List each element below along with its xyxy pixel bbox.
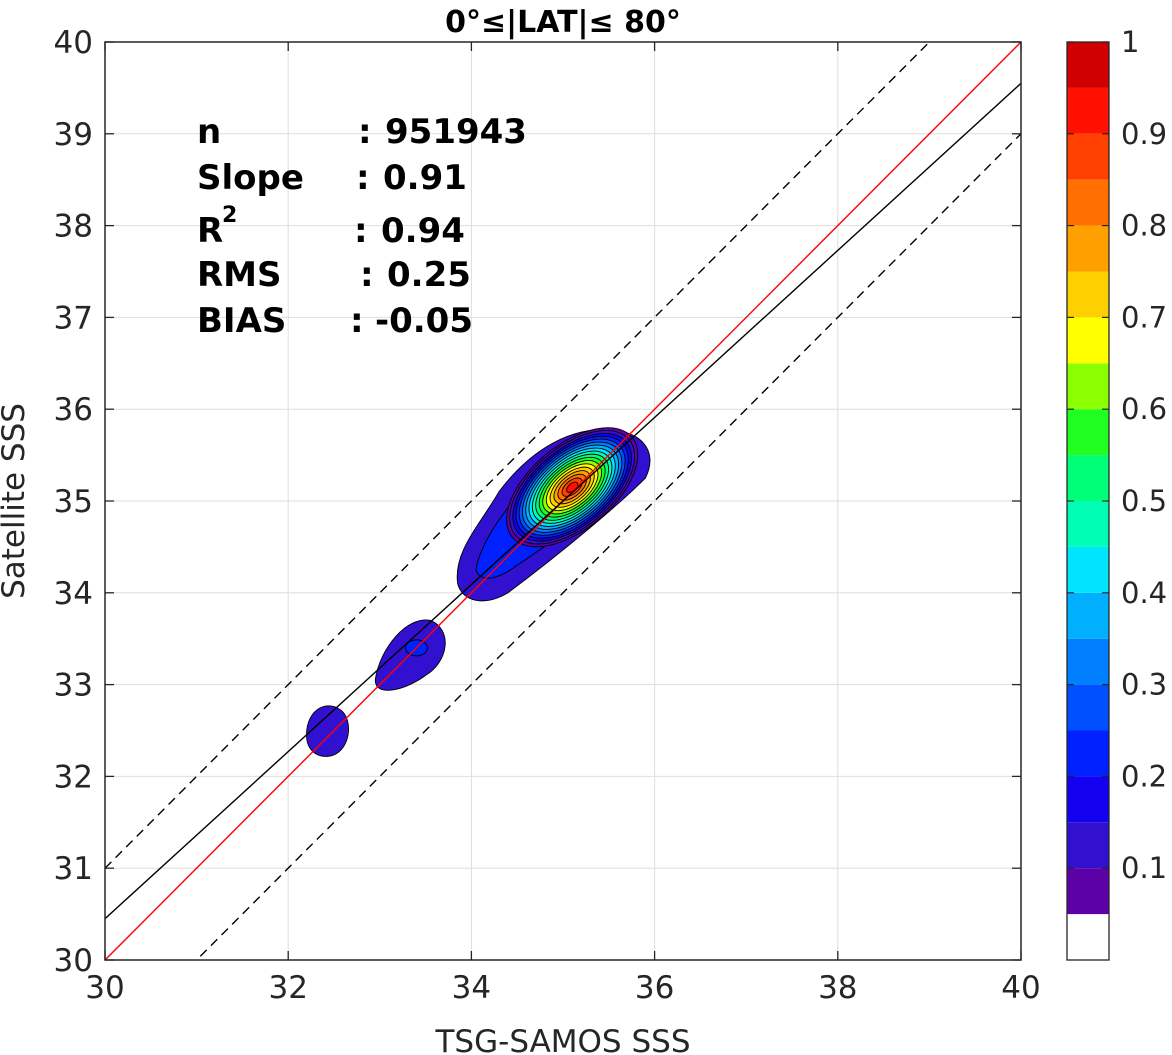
colorbar-band [1067,868,1109,915]
stat-slope-sep: : [356,158,370,198]
colorbar-band [1067,546,1109,593]
colorbar-tick-label: 0.2 [1121,759,1167,793]
y-tick-label: 40 [54,25,93,61]
stat-bias-label: BIAS [197,301,286,341]
colorbar-band [1067,730,1109,777]
y-tick-label: 32 [54,759,93,795]
colorbar-tick-label: 1 [1121,25,1139,59]
colorbar-band [1067,409,1109,456]
colorbar-tick-label: 0.1 [1121,851,1167,885]
colorbar-band [1067,363,1109,410]
colorbar-band [1067,225,1109,272]
colorbar-band [1067,133,1109,180]
stat-n-sep: : [358,112,372,152]
stat-bias-sep: : [350,301,364,341]
colorbar-band [1067,87,1109,134]
y-tick-label: 37 [54,300,93,336]
stat-rms-sep: : [360,255,374,295]
colorbar-band [1067,684,1109,731]
colorbar-tick-label: 0.4 [1121,576,1167,610]
upper-bound-line [105,42,931,869]
y-tick-label: 36 [54,392,93,428]
colorbar: 0.1 0.2 0.3 0.4 0.5 0.6 0.7 0.8 0.9 1 [1066,25,1167,961]
stat-rms-label: RMS [197,255,282,295]
low-cluster [306,705,350,757]
y-axis-title: Satellite SSS [0,403,32,599]
colorbar-tick-label: 0.8 [1121,209,1167,243]
x-tick-label: 30 [85,970,124,1006]
colorbar-band [1067,592,1109,639]
stat-bias-value: -0.05 [375,301,473,341]
x-tick-label: 38 [818,970,857,1006]
lower-bound-line [195,133,1021,960]
colorbar-tick-label: 0.9 [1121,117,1167,151]
x-tick-label: 36 [635,970,674,1006]
colorbar-band [1067,317,1109,364]
y-tick-label: 39 [54,117,93,153]
colorbar-tick-label: 0.3 [1121,668,1167,702]
chart-title: 0°≤|LAT|≤ 80° [445,5,681,40]
colorbar-band [1067,501,1109,547]
colorbar-band [1067,179,1109,226]
axis-ticks: 30 32 34 36 38 40 30 31 32 33 34 35 36 37 38 39 40 [54,25,1041,1006]
y-tick-label: 31 [54,851,93,887]
x-tick-label: 32 [268,970,307,1006]
colorbar-band [1067,42,1109,88]
colorbar-band [1067,455,1109,501]
stat-r2-sep: : [354,211,368,251]
colorbar-tick-label: 0.7 [1121,300,1167,334]
colorbar-band [1067,822,1109,869]
stat-n-label: n [197,112,221,152]
stats-box: n : 951943 Slope : 0.91 R 2 : 0.94 RMS :… [197,112,527,341]
stat-slope-label: Slope [197,158,304,198]
x-tick-label: 34 [452,970,491,1006]
stat-n-value: 951943 [385,112,527,152]
stat-slope-value: 0.91 [383,158,467,198]
colorbar-band [1067,914,1109,960]
colorbar-band [1067,638,1109,685]
y-tick-label: 35 [54,484,93,520]
x-axis-title: TSG-SAMOS SSS [435,1024,691,1055]
y-tick-label: 30 [54,943,93,979]
y-tick-label: 38 [54,209,93,245]
stat-rms-value: 0.25 [387,255,471,295]
stat-r2-superscript: 2 [222,203,237,228]
x-tick-label: 40 [1001,970,1040,1006]
colorbar-tick-label: 0.5 [1121,484,1167,518]
colorbar-tick-label: 0.6 [1121,392,1167,426]
y-tick-label: 33 [54,668,93,704]
colorbar-band [1067,776,1109,823]
stat-r2-value: 0.94 [381,211,465,251]
reference-lines [105,42,1021,960]
regression-fit-line [105,82,1021,920]
colorbar-band [1067,271,1109,318]
stat-r2-label: R [197,211,223,251]
y-tick-label: 34 [54,576,93,612]
